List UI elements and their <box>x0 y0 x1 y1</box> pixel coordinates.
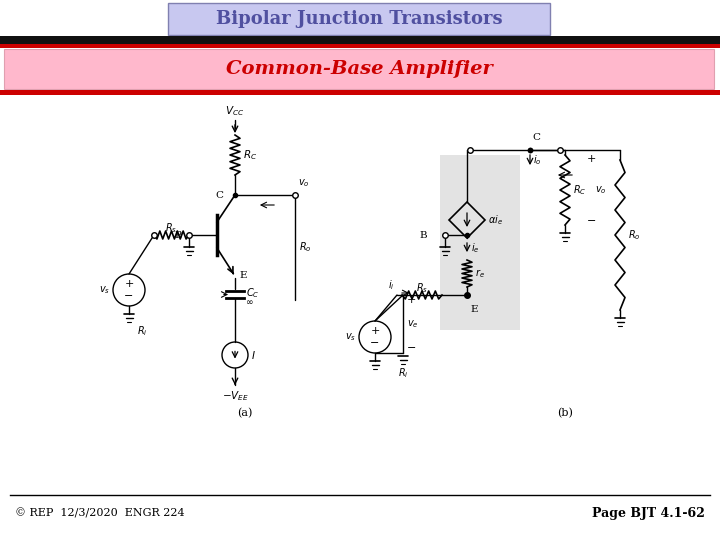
Text: B: B <box>174 231 182 240</box>
Bar <box>4 49 714 89</box>
Text: $R_o$: $R_o$ <box>628 228 641 242</box>
Bar <box>168 3 550 35</box>
Text: $I$: $I$ <box>251 349 256 361</box>
Text: −: − <box>407 343 416 353</box>
Text: $r_e$: $r_e$ <box>475 267 485 280</box>
Text: −: − <box>587 216 596 226</box>
Text: +: + <box>125 279 134 289</box>
Bar <box>0 90 720 95</box>
Text: E: E <box>239 271 246 280</box>
Text: +: + <box>370 326 379 336</box>
Text: $v_e$: $v_e$ <box>407 318 418 330</box>
Text: $V_{CC}$: $V_{CC}$ <box>225 104 245 118</box>
Text: $\alpha i_e$: $\alpha i_e$ <box>488 213 503 227</box>
Bar <box>0 36 720 44</box>
Text: $i_e$: $i_e$ <box>471 241 480 255</box>
Text: $R_C$: $R_C$ <box>243 148 257 162</box>
Text: C: C <box>215 191 223 199</box>
Text: $v_s$: $v_s$ <box>345 331 356 343</box>
Bar <box>0 44 720 48</box>
Text: $R_o$: $R_o$ <box>299 240 312 254</box>
Text: −: − <box>370 338 379 348</box>
Text: $i_o$: $i_o$ <box>533 153 541 167</box>
Text: B: B <box>419 231 427 240</box>
Text: $R_i$: $R_i$ <box>137 324 148 338</box>
Text: −: − <box>125 291 134 301</box>
Text: $v_o$: $v_o$ <box>298 177 310 189</box>
Text: (a): (a) <box>238 408 253 418</box>
Text: $R_C$: $R_C$ <box>573 183 587 197</box>
Text: +: + <box>407 295 416 305</box>
Text: © REP  12/3/2020  ENGR 224: © REP 12/3/2020 ENGR 224 <box>15 508 184 518</box>
Text: Bipolar Junction Transistors: Bipolar Junction Transistors <box>216 10 503 28</box>
Text: $C_C$: $C_C$ <box>246 286 259 300</box>
Text: $\infty$: $\infty$ <box>245 298 253 307</box>
Text: Common-Base Amplifier: Common-Base Amplifier <box>225 60 492 78</box>
Text: $v_o$: $v_o$ <box>595 184 606 196</box>
Text: $R_s$: $R_s$ <box>416 281 428 295</box>
Text: (b): (b) <box>557 408 573 418</box>
Text: +: + <box>587 154 596 164</box>
Text: C: C <box>532 133 540 142</box>
Text: $R_s$: $R_s$ <box>166 221 178 235</box>
Text: $i_i$: $i_i$ <box>389 278 395 292</box>
Text: $R_i$: $R_i$ <box>397 366 408 380</box>
Bar <box>440 155 520 330</box>
Text: $v_s$: $v_s$ <box>99 284 110 296</box>
Text: $-V_{EE}$: $-V_{EE}$ <box>222 389 248 403</box>
Text: E: E <box>470 305 477 314</box>
Text: Page BJT 4.1-62: Page BJT 4.1-62 <box>592 507 705 519</box>
